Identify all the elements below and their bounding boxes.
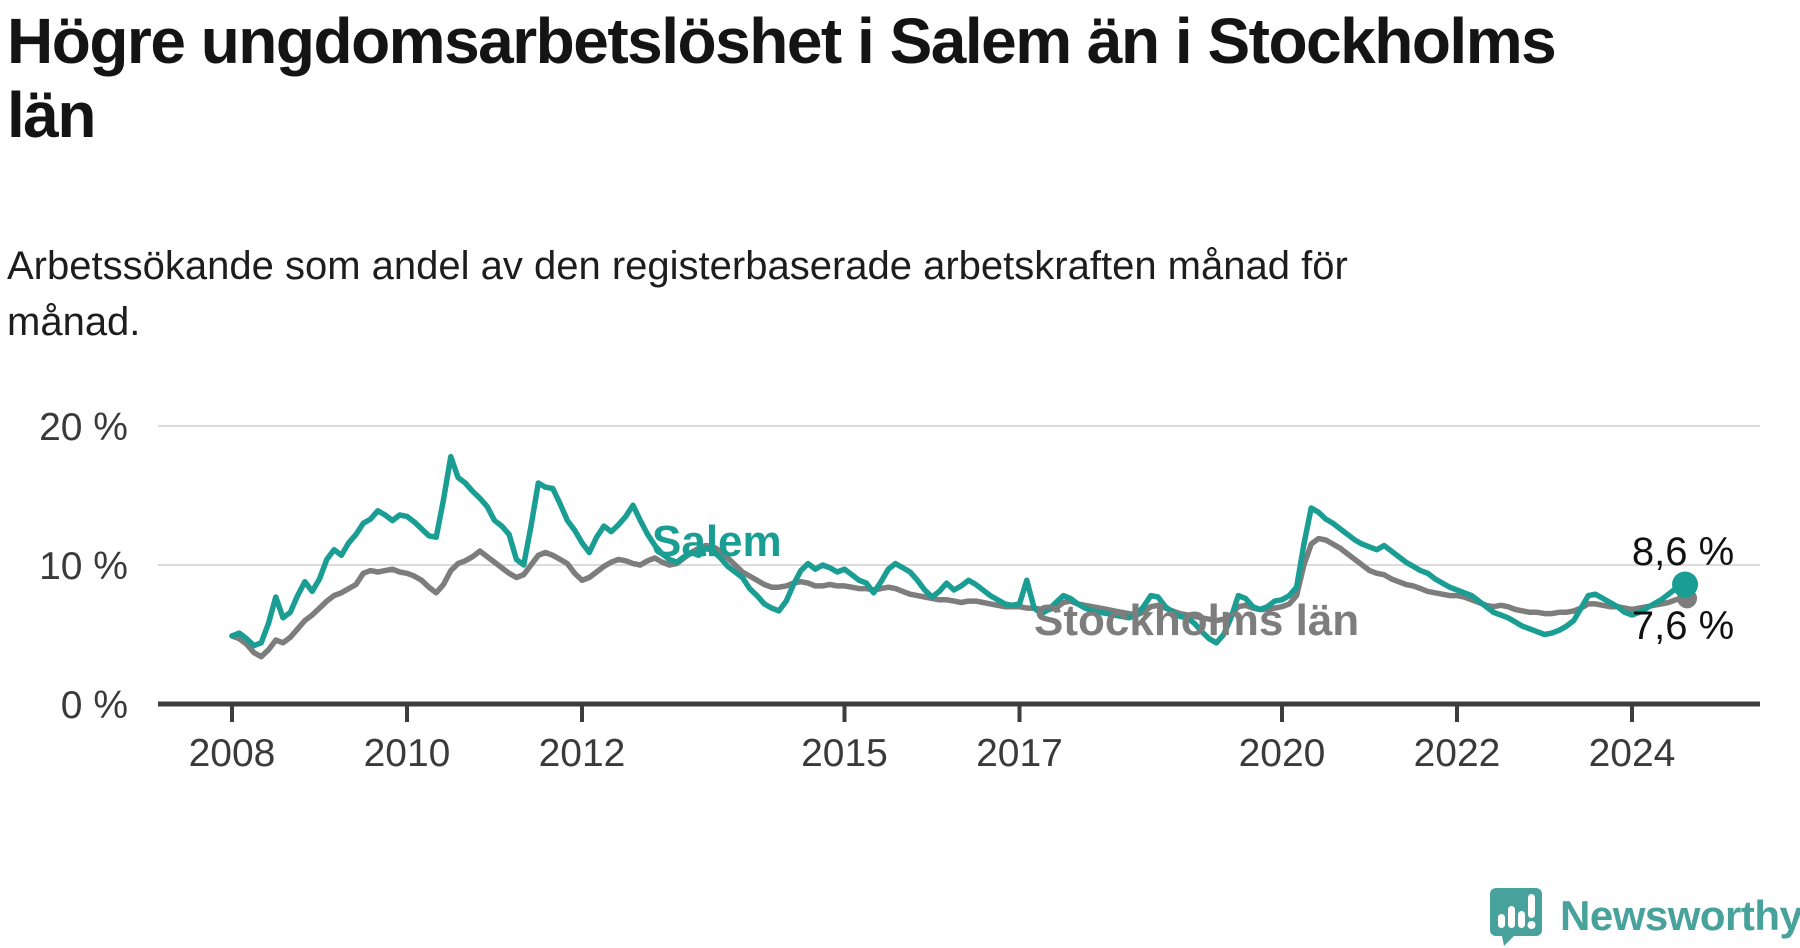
x-tick-label-2015: 2015 [801, 732, 888, 775]
x-tick-label-2008: 2008 [189, 732, 276, 775]
subtitle-line-2: månad. [7, 300, 141, 344]
title-line-1: Högre ungdomsarbetslöshet i Salem än i S… [7, 5, 1557, 77]
y-tick-label-20: 20 % [39, 406, 128, 449]
line-salem [229, 453, 1686, 649]
newsworthy-logo: Newsworthy [1488, 886, 1800, 946]
x-tick-label-2022: 2022 [1414, 732, 1501, 775]
logo-exclamation-bar [1528, 894, 1535, 918]
newsworthy-bar-chart-icon [1490, 888, 1542, 946]
chart-subtitle: Arbetssökande som andel av den registerb… [7, 238, 1707, 350]
salem-end-dot [1672, 571, 1699, 598]
y-tick-label-0: 0 % [61, 684, 128, 727]
line-stockholms-l-n [229, 535, 1686, 660]
page-title: Högre ungdomsarbetslöshet i Salem än i S… [7, 4, 1787, 152]
logo-bar-1 [1498, 914, 1505, 928]
x-tick-label-2024: 2024 [1589, 732, 1676, 775]
end-value-label-stockholms-lan: 7,6 % [1631, 604, 1735, 648]
newsworthy-logo-text: Newsworthy [1560, 892, 1800, 939]
subtitle-line-1: Arbetssökande som andel av den registerb… [7, 244, 1348, 288]
logo-exclamation-dot [1527, 921, 1536, 929]
x-tick-label-2020: 2020 [1239, 732, 1326, 775]
logo-bar-3 [1518, 911, 1525, 928]
logo-bar-2 [1508, 906, 1515, 928]
series-label-stockholms-lan: Stockholms län [1034, 596, 1360, 645]
x-tick-label-2010: 2010 [364, 732, 451, 775]
series-label-salem: Salem [652, 517, 782, 566]
y-tick-label-10: 10 % [39, 545, 128, 588]
end-value-label-salem: 8,6 % [1631, 530, 1735, 574]
title-line-2: län [7, 79, 96, 151]
x-tick-label-2017: 2017 [976, 732, 1063, 775]
x-tick-label-2012: 2012 [539, 732, 626, 775]
